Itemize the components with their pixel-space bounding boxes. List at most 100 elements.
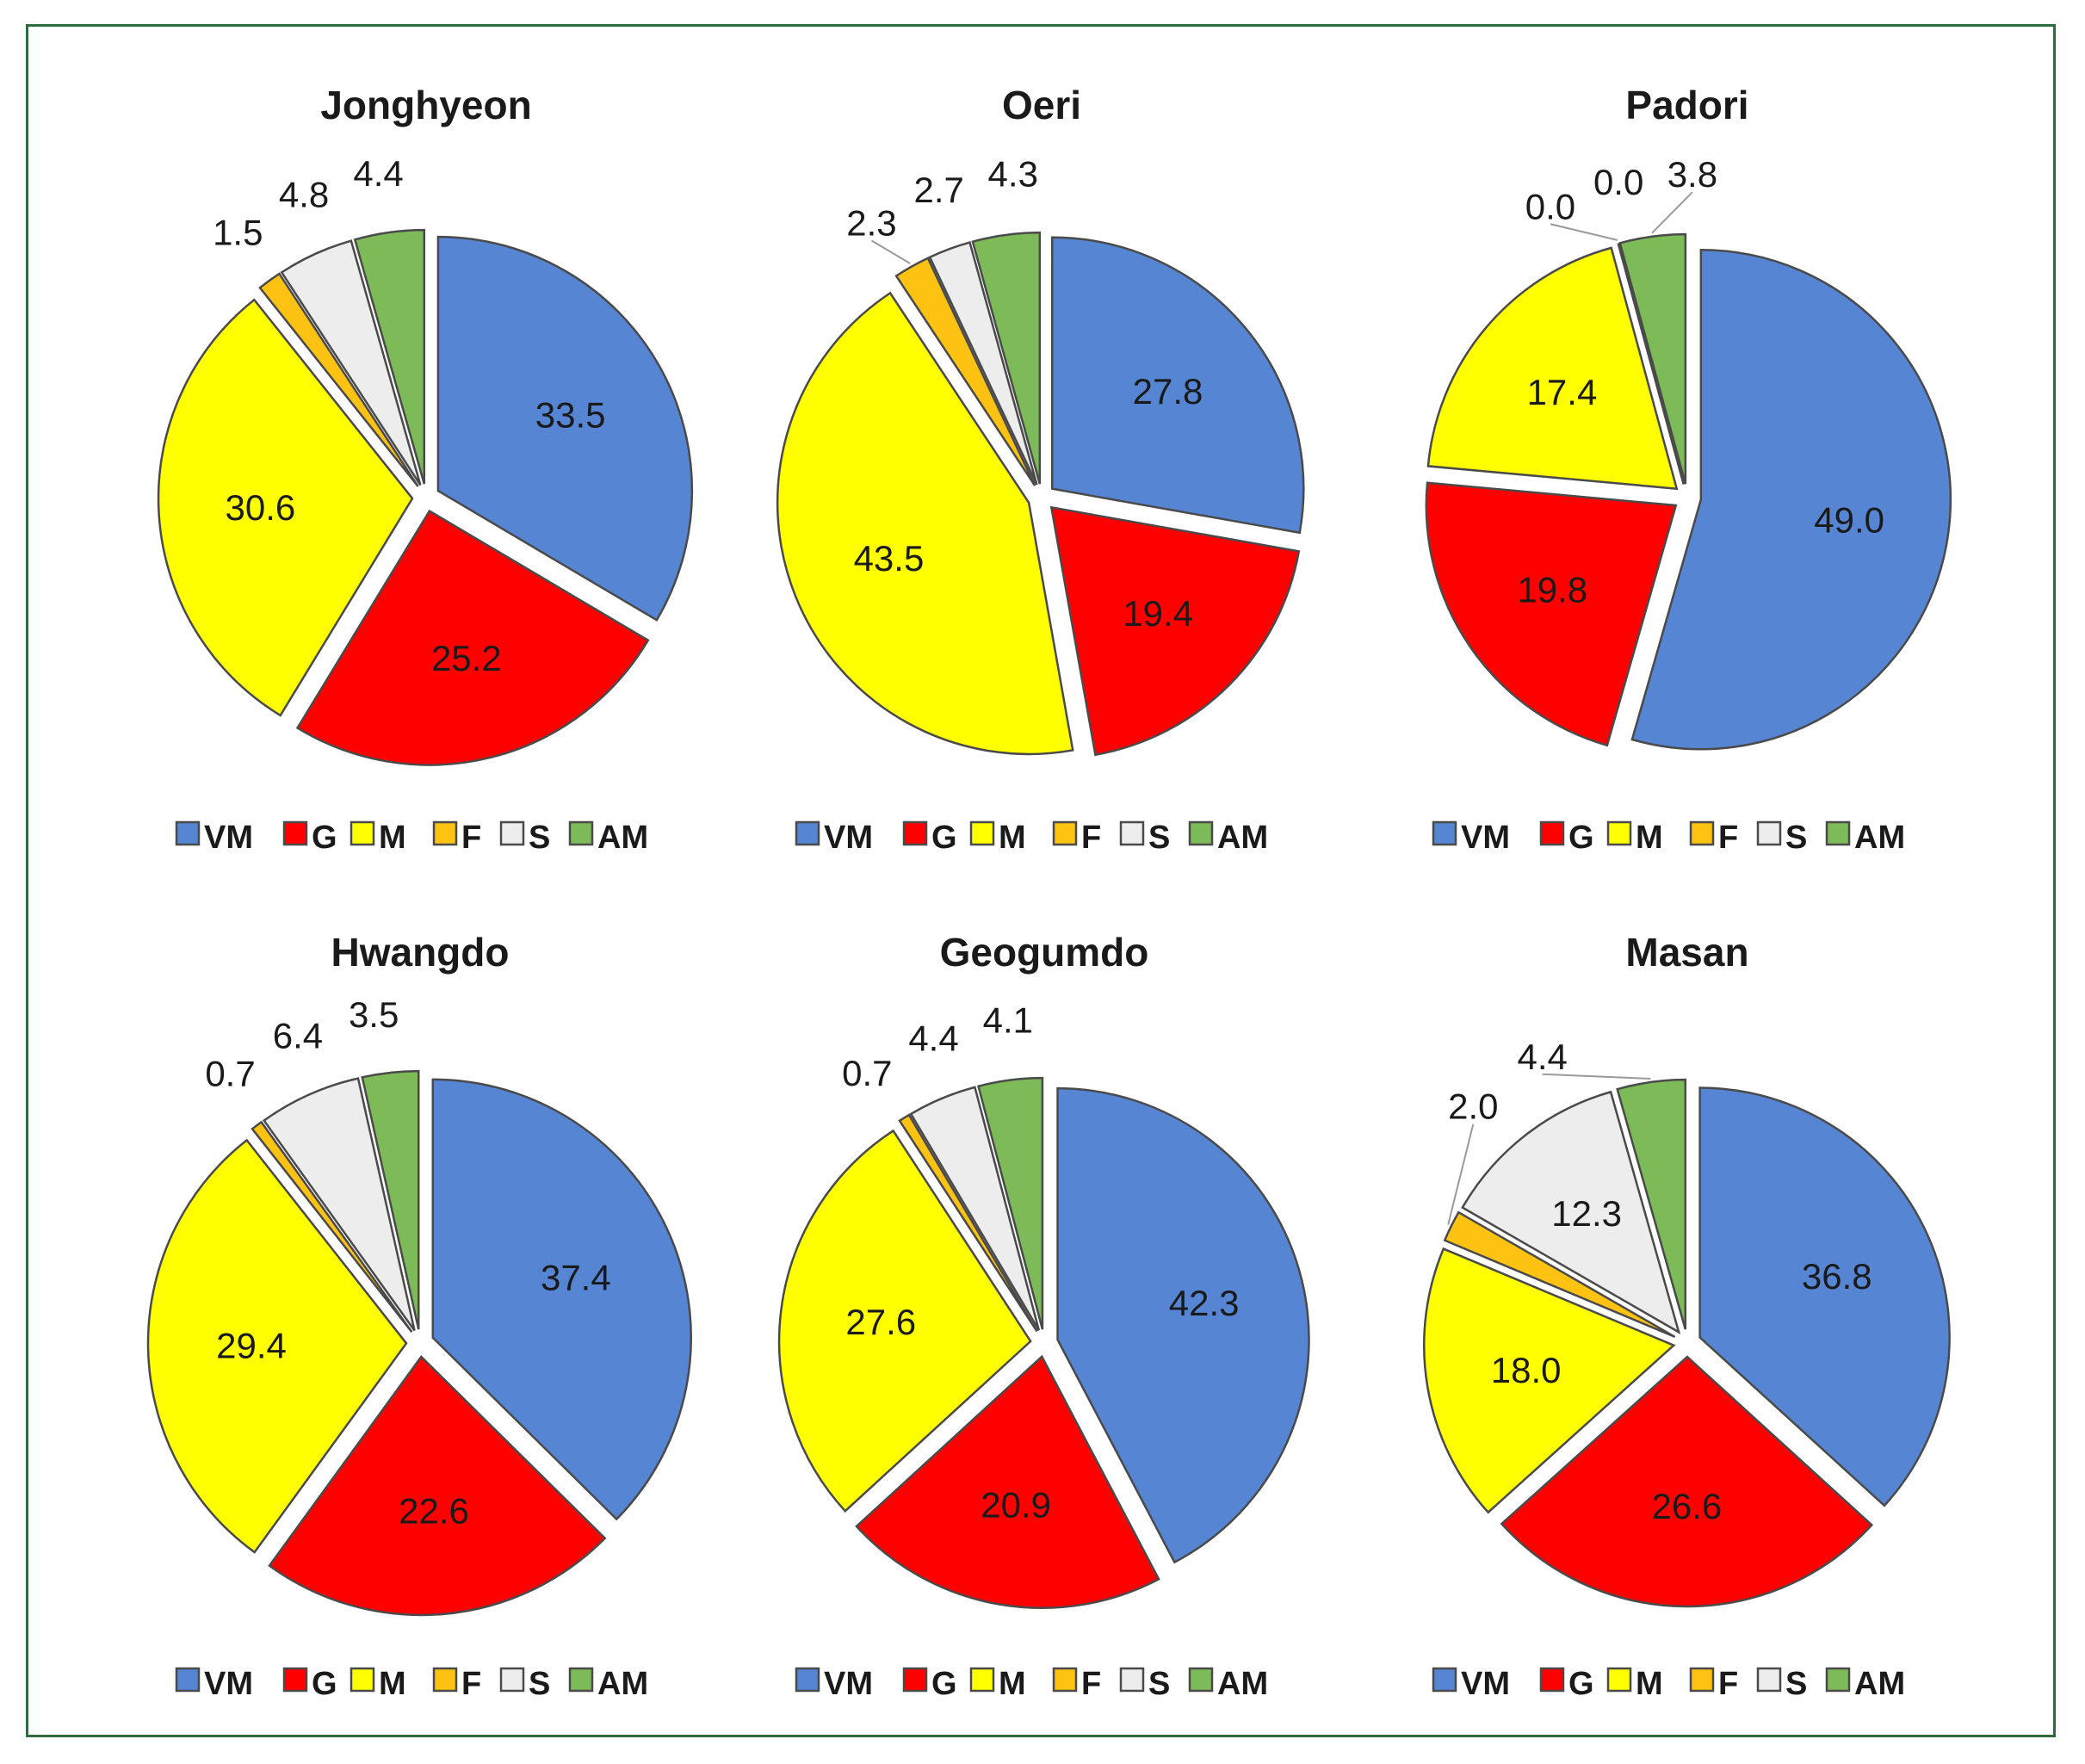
legend-label-g: G [312,1666,337,1702]
legend-swatch-vm [1432,1667,1457,1693]
pie-chart-hwangdo: Hwangdo 37.4 22.6 29.4 0.7 6.4 3.5 VM G M F S AM [146,930,692,1702]
legend-label-m: M [999,820,1026,856]
data-label-m: 43.5 [854,538,925,579]
legend: VM G M F S AM [1432,820,1905,856]
legend-label-f: F [1718,1666,1738,1702]
pie-slice-s [909,1086,1041,1331]
legend-label-m: M [1636,820,1663,856]
leader-line [1542,1073,1651,1080]
legend-swatch-f [432,820,458,846]
data-label-g: 26.6 [1652,1486,1723,1526]
data-label-s: 0.0 [1593,162,1643,202]
legend-label-g: G [931,820,957,856]
legend-swatch-s [1119,820,1145,846]
legend-swatch-m [350,1667,375,1693]
legend-swatch-am [1188,1667,1214,1693]
legend: VM G M F S AM [1432,1666,1905,1702]
pie-slice-vm [1698,1086,1951,1507]
pie-chart-jonghyeon: Jonghyeon 33.5 25.2 30.6 1.5 4.8 4.4 VM G M F S AM [157,83,694,856]
data-label-am: 3.8 [1667,154,1717,195]
legend-label-vm: VM [1461,1666,1510,1702]
pie-chart-padori: Padori 49.0 19.8 17.4 0.0 0.0 3.8 VM G M F S AM [1425,83,1952,856]
legend-label-f: F [1081,820,1101,856]
pie-slice-s [1617,243,1686,485]
leader-line [1550,223,1618,241]
legend-label-s: S [1785,820,1807,856]
legend-swatch-vm [1432,820,1457,846]
legend-swatch-f [1689,820,1715,846]
legend-swatch-f [1052,1667,1078,1693]
pie-slice-g [1500,1355,1874,1608]
data-label-m: 17.4 [1527,372,1598,412]
pie-chart-masan: Masan 36.8 26.6 18.0 12.3 2.0 4.4 VM G M F S AM [1423,930,1951,1702]
data-label-m: 30.6 [226,487,296,528]
data-label-am: 3.5 [349,994,399,1035]
legend-label-m: M [379,820,406,856]
legend-swatch-m [969,820,995,846]
legend-label-m: M [379,1666,406,1702]
chart-title: Hwangdo [331,930,510,975]
legend-swatch-m [350,820,375,846]
legend-label-vm: VM [1461,820,1510,856]
legend-label-s: S [1148,1666,1170,1702]
chart-title: Padori [1625,83,1748,127]
data-label-am: 4.1 [983,1000,1033,1040]
legend-label-s: S [1148,820,1170,856]
leader-line [1651,191,1693,234]
pie-chart-oeri: Oeri 27.8 19.4 43.5 2.3 2.7 4.3 VM G M F S AM [776,83,1305,856]
legend-swatch-s [499,820,525,846]
legend-label-am: AM [1854,1666,1905,1702]
legend-swatch-s [1756,820,1782,846]
data-label-g: 20.9 [981,1484,1051,1525]
legend-swatch-g [902,1667,928,1693]
data-label-s: 4.8 [279,175,329,215]
pie-slice-s [262,1077,416,1332]
leader-line [870,239,911,264]
legend-label-m: M [999,1666,1026,1702]
pie-slice-g [1425,481,1678,747]
data-label-m: 18.0 [1491,1350,1562,1390]
pie-slice-g [268,1355,607,1617]
pie-slice-am [361,1069,420,1330]
pie-slice-f [251,1120,413,1333]
data-label-f: 1.5 [213,213,263,253]
legend-swatch-g [1539,820,1565,846]
pie-slice-s [928,241,1038,486]
legend-swatch-vm [795,820,820,846]
data-label-vm: 49.0 [1814,499,1884,540]
pie-slice-vm [431,1078,692,1521]
data-label-am: 4.4 [353,153,403,194]
chart-title: Masan [1625,930,1748,975]
pie-slice-m [1423,1247,1676,1514]
pie-slice-am [971,231,1042,485]
data-label-vm: 33.5 [535,394,606,435]
pie-slice-vm [1630,248,1952,751]
legend-label-vm: VM [204,820,253,856]
legend-label-am: AM [597,820,648,856]
legend-label-vm: VM [824,1666,873,1702]
pie-slice-m [1426,246,1679,491]
legend-label-vm: VM [204,1666,253,1702]
data-label-g: 19.8 [1517,569,1587,610]
data-label-am: 4.3 [988,154,1038,195]
legend-swatch-am [568,820,594,846]
data-label-f: 2.0 [1448,1086,1498,1127]
legend-swatch-am [1825,1667,1851,1693]
data-label-vm: 36.8 [1802,1256,1872,1297]
data-label-f: 0.0 [1525,186,1575,226]
chart-title: Oeri [1002,83,1081,127]
legend-label-am: AM [1854,820,1905,856]
pie-slice-am [977,1076,1044,1330]
data-label-g: 22.6 [399,1490,469,1531]
legend-label-g: G [312,820,337,856]
legend-swatch-vm [175,820,201,846]
pie-slice-f [894,257,1036,486]
legend-label-am: AM [1217,820,1268,856]
data-label-f: 0.7 [842,1053,892,1093]
legend-swatch-am [568,1667,594,1693]
pie-slice-g [295,509,650,766]
data-label-s: 12.3 [1551,1193,1622,1234]
pie-slice-vm [1056,1086,1310,1564]
legend-label-f: F [1081,1666,1101,1702]
data-label-vm: 37.4 [541,1257,611,1297]
